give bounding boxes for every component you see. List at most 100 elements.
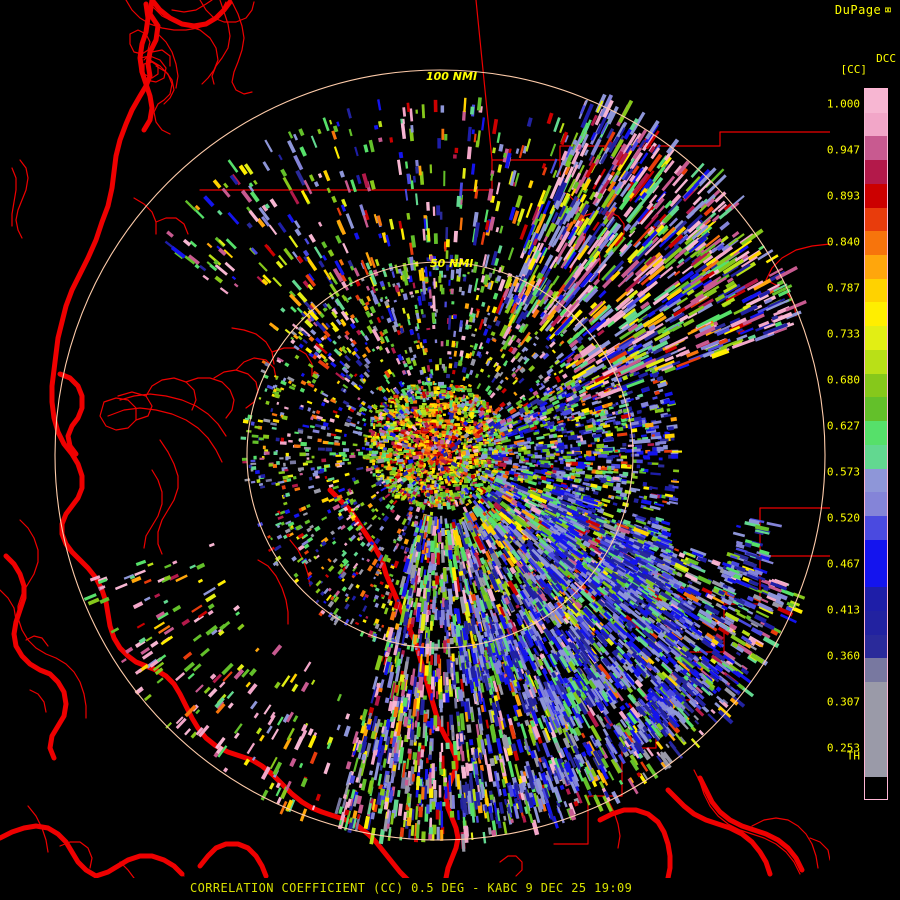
radar-echo-cell [462, 274, 466, 277]
radar-echo-cell [451, 477, 455, 481]
radar-echo-cell [433, 403, 438, 409]
radar-echo-cell [559, 457, 564, 461]
radar-echo-cell [427, 455, 430, 458]
radar-echo-cell [380, 412, 386, 416]
radar-echo-cell [487, 437, 493, 442]
radar-echo-cell [370, 422, 373, 427]
radar-echo-cell [439, 461, 446, 465]
radar-echo-cell [393, 445, 398, 449]
radar-echo-cell [445, 339, 450, 347]
radar-echo-cell [364, 455, 370, 459]
radar-echo-cell [468, 460, 472, 464]
radar-echo-cell [408, 480, 414, 483]
inlet-detail-1 [129, 29, 151, 55]
radar-echo-cell [438, 443, 444, 447]
radar-background [0, 0, 830, 900]
radar-plot-area[interactable] [0, 0, 830, 900]
radar-echo-cell [398, 463, 402, 467]
radar-echo-cell [414, 451, 420, 455]
radar-echo-cell [408, 450, 412, 454]
radar-echo-cell [410, 384, 416, 387]
county-net-4 [185, 377, 235, 419]
radar-echo-cell [455, 463, 462, 467]
radar-echo-cell [409, 454, 413, 457]
radar-echo-cell [403, 449, 410, 453]
radar-echo-cell [461, 397, 467, 402]
radar-echo-cell [373, 441, 377, 446]
radar-echo-cell [468, 400, 473, 404]
radar-echo-cell [438, 473, 443, 476]
radar-echo-cell [444, 458, 450, 461]
radar-echo-cell [421, 403, 427, 406]
radar-echo-cell [620, 461, 628, 465]
radar-echo-cell [428, 395, 432, 398]
radar-echo-cell [264, 451, 270, 455]
radar-echo-cell [450, 473, 456, 477]
radar-echo-cell [418, 473, 420, 476]
radar-echo-cell [262, 445, 266, 450]
radar-echo-cell [449, 399, 453, 403]
radar-echo-cell [498, 434, 504, 439]
radar-echo-cell [427, 377, 431, 382]
radar-echo-cell [423, 486, 428, 490]
radar-echo-cell [642, 481, 648, 487]
radar-echo-cell [396, 487, 399, 491]
radar-echo-cell [451, 465, 457, 469]
radar-echo-cell [370, 439, 375, 443]
radar-echo-cell [420, 439, 425, 443]
radar-echo-cell [478, 409, 483, 413]
radar-echo-cell [435, 364, 440, 371]
radar-echo-cell [299, 452, 306, 457]
radar-echo-cell [657, 464, 665, 468]
radar-echo-cell [472, 478, 477, 482]
radar-echo-cell [444, 456, 448, 460]
radar-echo-cell [428, 415, 432, 418]
map-geography-layer [0, 0, 830, 878]
radar-echo-cell [428, 473, 434, 477]
interior-boundary-2 [143, 469, 163, 549]
radar-echo-cell [468, 454, 474, 458]
radar-echo-cell [447, 449, 451, 453]
radar-echo-cell [372, 473, 376, 477]
radar-echo-cell [631, 428, 638, 433]
radar-echo-cell [463, 465, 469, 469]
radar-echo-cell [420, 481, 424, 485]
radar-echo-cell [469, 465, 473, 469]
radar-echo-cell [465, 495, 472, 499]
radar-echo-cell [259, 457, 265, 460]
radar-echo-cell [310, 467, 315, 471]
radar-echo-cell [467, 271, 470, 275]
radar-echo-cell [493, 415, 499, 419]
radar-echo-cell [459, 406, 466, 410]
radar-echo-cell [435, 430, 439, 434]
radar-echo-cell [406, 477, 410, 481]
radar-echo-cell [483, 443, 487, 447]
radar-echo-cell [419, 466, 423, 470]
radar-echo-cell [423, 445, 427, 449]
radar-echo-cell [476, 445, 482, 449]
coastline-southeast-3 [697, 775, 805, 873]
radar-echo-cell [421, 448, 425, 453]
radar-echo-cell [588, 453, 591, 457]
radar-echo-cell [441, 430, 448, 435]
radar-echo-cell [448, 356, 452, 360]
radar-echo-cell [478, 433, 483, 438]
radar-echo-cell [419, 478, 423, 482]
radar-echo-cell [482, 401, 487, 406]
radar-echo-cell [484, 417, 490, 420]
radar-echo-cell [632, 470, 639, 474]
radar-echo-cell [250, 459, 256, 463]
radar-echo-cell [427, 458, 431, 463]
radar-echo-cell [439, 488, 443, 492]
radar-echo-cell [395, 462, 399, 466]
radar-echo-cell [587, 466, 593, 471]
radar-echo-cell [455, 456, 462, 460]
radar-echo-cell [432, 408, 439, 411]
radar-echo-cell [542, 444, 548, 450]
radar-echo-cell [460, 435, 466, 439]
radar-echo-cell [377, 433, 380, 437]
radar-echo-cell [563, 456, 567, 459]
radar-echo-cell [423, 439, 430, 443]
radar-echo-cell [334, 442, 341, 446]
radar-echo-cell [435, 455, 438, 459]
